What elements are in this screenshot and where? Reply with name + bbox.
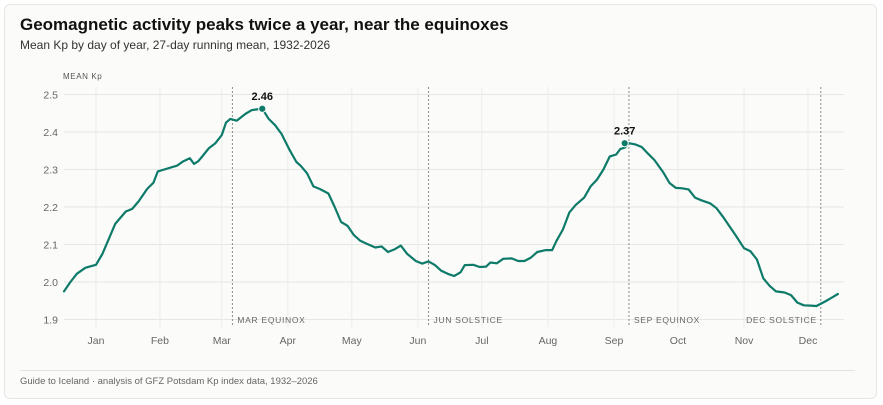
y-tick-label: 2.1 [43, 240, 58, 252]
x-tick-label-oct: Oct [670, 335, 686, 347]
x-tick-label-jun: Jun [409, 335, 426, 347]
event-markers: MAR EQUINOX JUN SOLSTICE SEP EQUINOX DEC SO… [231, 87, 822, 327]
y-tick-label: 2.5 [43, 90, 58, 102]
marker-label: DEC SOLSTICE [746, 315, 817, 325]
y-axis-label: MEAN Kp [63, 72, 102, 81]
marker-label: SEP EQUINOX [634, 315, 700, 325]
y-tick-label: 2.3 [43, 165, 58, 177]
peak-dot [258, 104, 267, 113]
x-tick-label-mar: Mar [213, 335, 232, 347]
chart-card [4, 4, 877, 399]
x-tick-label-may: May [342, 335, 363, 347]
x-tick-label-jan: Jan [88, 335, 105, 347]
kp-series-line [62, 107, 839, 308]
x-tick-label-sep: Sep [605, 335, 624, 347]
x-tick-label-feb: Feb [151, 335, 169, 347]
x-tick-label-dec: Dec [799, 335, 818, 347]
x-axis-ticks: Jan Feb Mar Apr May Jun Jul Aug Sep Oct Nov Dec [88, 335, 818, 347]
source-footer: Guide to Iceland · analysis of GFZ Potsd… [20, 376, 318, 387]
marker-label: JUN SOLSTICE [434, 315, 503, 325]
y-tick-label: 2.0 [43, 277, 58, 289]
peak-dot [620, 139, 629, 148]
chart-title: Geomagnetic activity peaks twice a year,… [20, 15, 509, 34]
x-tick-label-nov: Nov [735, 335, 754, 347]
x-tick-label-jul: Jul [475, 335, 488, 347]
peak-value-label: 2.37 [614, 125, 635, 137]
peak-annotations: 2.46 2.37 [252, 91, 635, 148]
marker-label: MAR EQUINOX [237, 315, 305, 325]
peak-value-label: 2.46 [252, 91, 273, 103]
gridlines [64, 87, 844, 327]
y-tick-label: 2.2 [43, 202, 58, 214]
footer-divider [20, 370, 855, 371]
y-axis-ticks: 2.5 2.4 2.3 2.2 2.1 2.0 1.9 [43, 90, 58, 327]
y-tick-label: 2.4 [43, 127, 58, 139]
y-tick-label: 1.9 [43, 315, 58, 327]
x-tick-label-aug: Aug [539, 335, 558, 347]
chart-subtitle: Mean Kp by day of year, 27-day running m… [20, 38, 331, 52]
x-tick-label-apr: Apr [280, 335, 297, 347]
